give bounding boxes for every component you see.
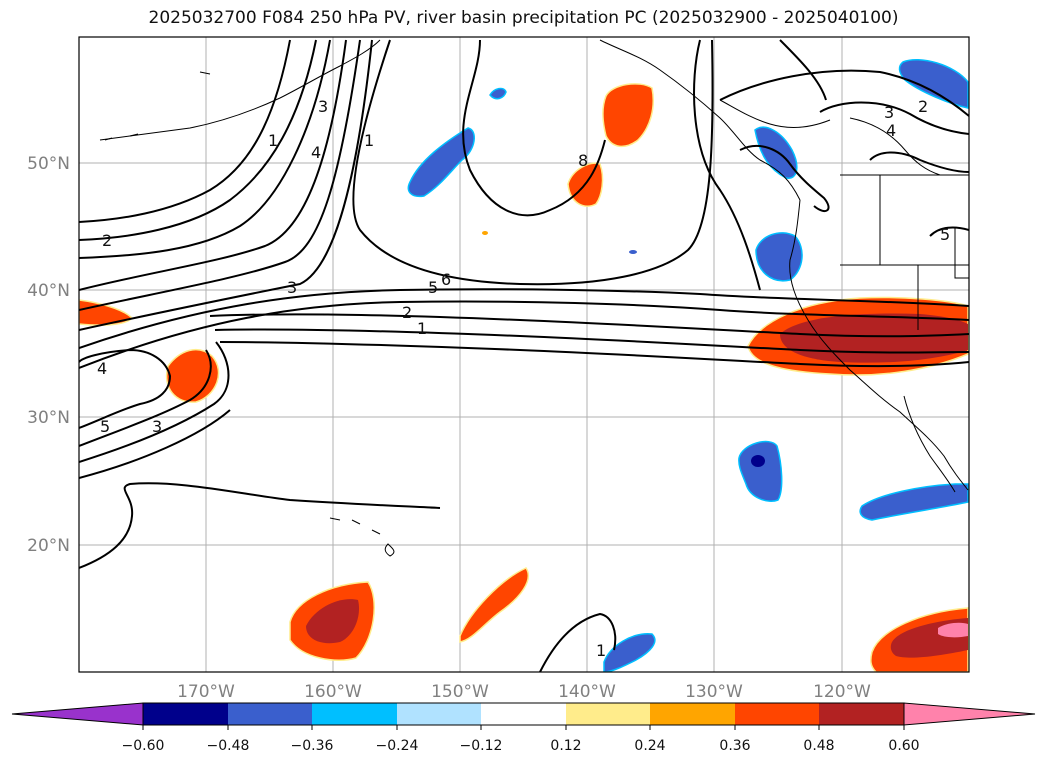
precip-blob-pos xyxy=(482,231,488,235)
colorbar-tick-labels: −0.60 −0.48 −0.36 −0.24 −0.12 0.12 0.24 … xyxy=(122,738,920,754)
colorbar-tick-label: −0.12 xyxy=(460,738,503,754)
contour-label: 2 xyxy=(402,303,412,322)
precip-blob-neg xyxy=(859,483,969,521)
precip-blob-strong-pos xyxy=(306,599,360,644)
contour-label: 2 xyxy=(918,97,928,116)
lat-label: 40°N xyxy=(27,281,70,301)
contour-label: 8 xyxy=(578,151,588,170)
contour-label: 4 xyxy=(886,121,896,140)
precip-blob-neg xyxy=(407,127,475,198)
colorbar-segment xyxy=(228,703,312,725)
lat-label: 20°N xyxy=(27,536,70,556)
lon-label: 140°W xyxy=(558,682,616,702)
colorbar-extend-min xyxy=(11,702,144,726)
contour-label: 4 xyxy=(311,143,321,162)
precip-blob-neg xyxy=(898,58,969,109)
contour-label: 4 xyxy=(97,359,107,378)
lat-label: 30°N xyxy=(27,408,70,428)
colorbar-tick-label: −0.60 xyxy=(122,738,165,754)
precip-blob-pos xyxy=(165,348,220,403)
colorbar-extend-max xyxy=(903,702,1036,726)
figure-title: 2025032700 F084 250 hPa PV, river basin … xyxy=(148,8,899,28)
precip-blob-strong-neg xyxy=(751,455,765,467)
colorbar-tick-label: −0.48 xyxy=(207,738,250,754)
colorbar-segment xyxy=(566,703,650,725)
latitude-labels: 50°N 40°N 30°N 20°N xyxy=(27,154,70,556)
precip-blob-neg xyxy=(755,232,803,282)
lon-label: 170°W xyxy=(177,682,235,702)
colorbar-segment xyxy=(397,703,481,725)
contour-label: 5 xyxy=(940,225,950,244)
contour-label: 1 xyxy=(268,131,278,150)
coastlines xyxy=(99,39,969,557)
colorbar-segment xyxy=(312,703,397,725)
contour-label: 5 xyxy=(428,278,438,297)
colorbar-tick-label: 0.60 xyxy=(888,738,919,754)
colorbar: −0.60 −0.48 −0.36 −0.24 −0.12 0.12 0.24 … xyxy=(11,702,1036,754)
contour-label: 2 xyxy=(102,231,112,250)
precip-blob-neg xyxy=(603,633,656,672)
contour-label: 3 xyxy=(884,103,894,122)
colorbar-segment xyxy=(481,703,566,725)
precip-blob-pos xyxy=(459,567,529,643)
contour-label: 3 xyxy=(152,417,162,436)
map-frame xyxy=(78,36,970,673)
colorbar-tick-label: 0.24 xyxy=(634,738,665,754)
contour-label: 1 xyxy=(364,131,374,150)
colorbar-ticks xyxy=(142,725,905,730)
map-area: 1 3 4 1 8 2 3 5 6 2 1 4 5 3 3 2 4 5 1 xyxy=(79,37,969,672)
precip-blob-pos xyxy=(602,83,654,148)
pv-contours xyxy=(79,39,969,672)
colorbar-frame xyxy=(142,702,905,726)
precip-blob-neg xyxy=(629,250,637,254)
lon-label: 160°W xyxy=(304,682,362,702)
lon-label: 130°W xyxy=(685,682,743,702)
contour-labels: 1 3 4 1 8 2 3 5 6 2 1 4 5 3 3 2 4 5 1 xyxy=(97,97,950,660)
colorbar-segment xyxy=(819,703,904,725)
contour-label: 1 xyxy=(596,641,606,660)
longitude-labels: 170°W 160°W 150°W 140°W 130°W 120°W xyxy=(177,682,871,702)
precip-blob-neg xyxy=(738,440,783,502)
colorbar-tick-label: 0.12 xyxy=(550,738,581,754)
colorbar-segment xyxy=(735,703,819,725)
lon-label: 120°W xyxy=(813,682,871,702)
lon-label: 150°W xyxy=(431,682,489,702)
contour-label: 3 xyxy=(287,278,297,297)
colorbar-tick-label: −0.24 xyxy=(376,738,419,754)
lat-label: 50°N xyxy=(27,154,70,174)
precip-blob-strongest-pos xyxy=(938,622,968,638)
colorbar-segment xyxy=(143,703,228,725)
colorbar-tick-label: −0.36 xyxy=(291,738,334,754)
contour-label: 1 xyxy=(417,319,427,338)
contour-label: 3 xyxy=(318,97,328,116)
colorbar-tick-label: 0.48 xyxy=(803,738,834,754)
precip-blob-neg xyxy=(754,126,798,179)
precip-blob-neg xyxy=(489,87,507,100)
contour-label: 5 xyxy=(100,417,110,436)
colorbar-segment xyxy=(650,703,735,725)
colorbar-tick-label: 0.36 xyxy=(719,738,750,754)
contour-label: 6 xyxy=(441,270,451,289)
